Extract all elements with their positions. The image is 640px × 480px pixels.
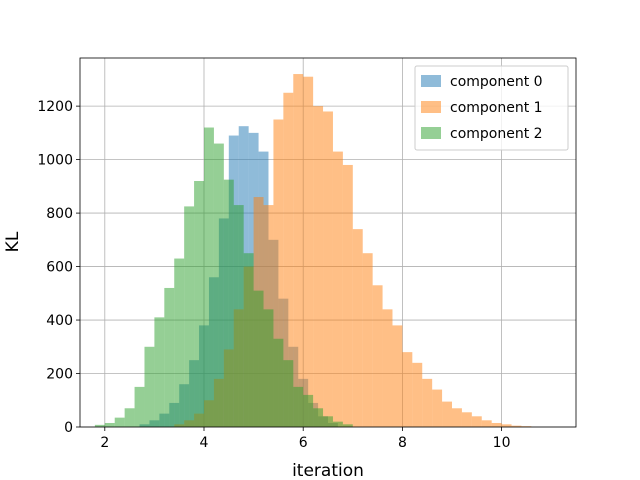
histogram-bar <box>352 229 363 427</box>
histogram-bar <box>342 424 353 427</box>
histogram-bar <box>124 408 135 427</box>
histogram-bar <box>104 422 115 427</box>
histogram-bar <box>511 425 522 427</box>
histogram-bar <box>213 143 224 427</box>
histogram-bar <box>362 253 373 427</box>
histogram-bar <box>372 285 383 427</box>
y-tick-label: 200 <box>46 367 73 383</box>
histogram-bar <box>204 127 214 428</box>
histogram-bar <box>303 394 314 427</box>
histogram-bar <box>332 151 343 427</box>
histogram-bar <box>452 408 462 427</box>
histogram-bar <box>243 253 254 427</box>
histogram-bar <box>114 417 125 427</box>
histogram-bar <box>154 317 165 427</box>
legend-box <box>414 65 569 151</box>
histogram-bar <box>501 424 512 427</box>
histogram-bar <box>283 92 294 428</box>
y-tick-label: 600 <box>46 260 73 276</box>
plot-frame <box>79 57 577 428</box>
histogram-bar <box>164 287 175 427</box>
histogram-bar <box>293 74 304 427</box>
histogram-bar <box>194 181 204 427</box>
legend-swatch <box>421 101 441 113</box>
histogram-bar <box>481 420 492 427</box>
histogram-bar <box>342 164 353 427</box>
series-2-bars <box>94 127 353 428</box>
histogram-bar <box>323 416 333 427</box>
histogram-bar <box>313 408 324 427</box>
x-tick-label: 10 <box>493 435 511 451</box>
y-tick-label: 1200 <box>37 99 73 115</box>
histogram-bar <box>303 76 314 427</box>
histogram-bar <box>382 309 393 427</box>
histogram-bar <box>233 205 244 427</box>
histogram-bar <box>491 422 502 427</box>
histogram-bar <box>332 421 343 427</box>
histogram-bar <box>263 309 274 427</box>
bars <box>94 74 532 428</box>
x-tick-label: 4 <box>200 435 209 451</box>
histogram-bar <box>313 106 324 427</box>
y-tick-label: 800 <box>46 206 73 222</box>
histogram-bar <box>412 362 423 427</box>
y-tick-label: 0 <box>64 420 73 436</box>
y-tick-label: 1000 <box>37 153 73 169</box>
ticks: 2 4 6 8 10 0 200 400 600 800 1000 1200 <box>37 99 510 451</box>
histogram-bar <box>442 401 452 427</box>
histogram-bar <box>392 325 403 427</box>
histogram-bar <box>402 352 413 427</box>
histogram-bar <box>323 111 333 427</box>
histogram-bar <box>432 389 443 427</box>
x-tick-label: 6 <box>299 435 308 451</box>
y-axis-label: KL <box>3 231 23 252</box>
histogram-bar <box>174 258 185 427</box>
histogram-bar <box>94 424 105 427</box>
y-tick-label: 400 <box>46 313 73 329</box>
histogram-bar <box>144 346 155 427</box>
legend-swatch <box>421 127 441 139</box>
histogram-bar <box>184 206 195 427</box>
legend-swatch <box>421 75 441 87</box>
histogram-bar <box>422 378 433 427</box>
histogram-bar <box>223 179 234 427</box>
histogram-bar <box>134 386 145 427</box>
legend: component 0 component 1 component 2 <box>414 65 569 151</box>
histogram-bar <box>521 426 532 427</box>
histogram-bar <box>471 416 482 427</box>
histogram-bar <box>253 290 264 427</box>
histogram-bar <box>283 360 294 427</box>
histogram-bar <box>273 119 284 427</box>
x-axis-label: iteration <box>292 461 364 480</box>
legend-label: component 1 <box>450 100 543 116</box>
histogram-bar <box>293 386 304 427</box>
histogram-bar <box>461 412 472 427</box>
x-tick-label: 2 <box>100 435 109 451</box>
legend-label: component 0 <box>450 74 543 90</box>
x-tick-label: 8 <box>398 435 407 451</box>
legend-label: component 2 <box>450 126 543 142</box>
histogram-bar <box>273 338 284 427</box>
